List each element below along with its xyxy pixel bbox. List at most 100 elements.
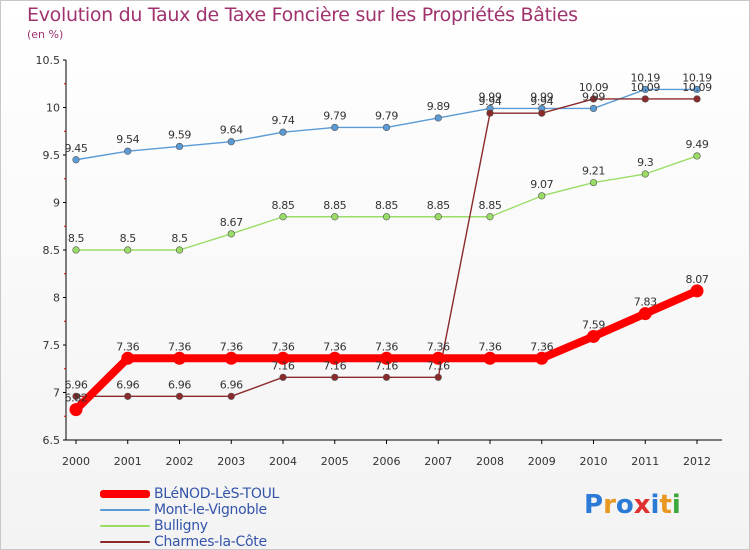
data-point bbox=[538, 109, 546, 117]
data-label: 9.64 bbox=[220, 124, 243, 137]
data-point bbox=[693, 95, 701, 103]
data-label: 9.94 bbox=[479, 95, 502, 108]
legend-item: Mont-le-Vignoble bbox=[100, 502, 279, 518]
legend-label: BLéNOD-LèS-TOUL bbox=[154, 486, 280, 502]
y-tick-label: 8 bbox=[53, 292, 60, 305]
data-label: 6.96 bbox=[65, 378, 88, 391]
data-label: 7.36 bbox=[479, 340, 502, 353]
data-label: 9.45 bbox=[65, 142, 88, 155]
data-label: 9.99 bbox=[530, 90, 553, 103]
data-point bbox=[589, 95, 598, 103]
data-label: 9.99 bbox=[479, 90, 502, 103]
logo-letter: r bbox=[603, 490, 616, 520]
x-tick-label: 2004 bbox=[269, 455, 297, 468]
data-point bbox=[331, 373, 339, 381]
x-tick-label: 2002 bbox=[166, 455, 194, 468]
data-label: 7.36 bbox=[323, 340, 346, 353]
data-point bbox=[486, 213, 494, 221]
data-point bbox=[175, 392, 184, 400]
data-point bbox=[483, 351, 497, 365]
data-label: 7.36 bbox=[530, 340, 553, 353]
data-point bbox=[380, 351, 393, 365]
logo-letter: t bbox=[659, 490, 672, 520]
data-label: 7.83 bbox=[634, 296, 657, 309]
data-label: 7.16 bbox=[272, 359, 295, 372]
data-point bbox=[227, 392, 235, 400]
data-label: 9.74 bbox=[272, 114, 295, 127]
data-point bbox=[124, 147, 132, 155]
data-point bbox=[69, 403, 83, 417]
data-label: 7.36 bbox=[272, 340, 295, 353]
data-point bbox=[279, 373, 287, 381]
legend-swatch bbox=[100, 490, 150, 498]
data-point bbox=[693, 85, 701, 94]
data-label: 10.19 bbox=[631, 71, 661, 84]
data-label: 7.36 bbox=[168, 340, 191, 353]
data-label: 6.96 bbox=[220, 378, 243, 391]
data-point bbox=[589, 178, 598, 187]
data-point bbox=[434, 213, 442, 221]
legend-label: Mont-le-Vignoble bbox=[154, 502, 267, 518]
logo-letter: i bbox=[671, 490, 681, 520]
x-tick-label: 2011 bbox=[631, 455, 659, 468]
data-label: 8.85 bbox=[323, 199, 346, 212]
x-tick-label: 2008 bbox=[476, 455, 504, 468]
data-point bbox=[227, 230, 235, 238]
data-point bbox=[72, 392, 80, 400]
data-label: 8.85 bbox=[479, 199, 502, 212]
legend-item: BLéNOD-LèS-TOUL bbox=[100, 486, 279, 502]
data-label: 6.82 bbox=[65, 392, 88, 405]
x-tick-label: 2010 bbox=[580, 455, 608, 468]
y-tick-label: 6.5 bbox=[43, 434, 61, 447]
data-label: 9.99 bbox=[582, 90, 605, 103]
data-point bbox=[382, 213, 391, 221]
x-tick-label: 2003 bbox=[217, 455, 245, 468]
data-label: 8.85 bbox=[375, 199, 398, 212]
data-label: 7.16 bbox=[427, 359, 450, 372]
data-label: 9.79 bbox=[375, 109, 398, 122]
logo-letter: P bbox=[584, 490, 604, 520]
data-point bbox=[587, 329, 600, 343]
data-point bbox=[693, 152, 701, 160]
legend-label: Charmes-la-Côte bbox=[154, 534, 267, 550]
x-tick-label: 2000 bbox=[62, 455, 90, 468]
legend-swatch bbox=[100, 541, 150, 543]
y-tick-label: 8.5 bbox=[43, 244, 61, 257]
data-label: 10.09 bbox=[682, 81, 712, 94]
data-label: 8.85 bbox=[427, 199, 450, 212]
data-point bbox=[173, 351, 186, 365]
data-point bbox=[641, 170, 649, 178]
data-label: 9.07 bbox=[530, 178, 553, 191]
data-point bbox=[279, 213, 287, 221]
data-point bbox=[175, 246, 184, 254]
data-point bbox=[224, 351, 238, 365]
x-tick-label: 2005 bbox=[321, 455, 349, 468]
data-point bbox=[382, 123, 391, 132]
data-point bbox=[72, 246, 80, 254]
data-label: 8.67 bbox=[220, 216, 243, 229]
data-label: 7.36 bbox=[220, 340, 243, 353]
data-point bbox=[175, 142, 184, 151]
data-label: 8.5 bbox=[68, 232, 85, 245]
x-tick-label: 2001 bbox=[114, 455, 142, 468]
data-label: 7.36 bbox=[116, 340, 139, 353]
data-label: 8.5 bbox=[171, 232, 188, 245]
data-label: 9.79 bbox=[323, 109, 346, 122]
data-label: 9.89 bbox=[427, 100, 450, 113]
data-label: 9.54 bbox=[116, 133, 139, 146]
y-tick-label: 9 bbox=[53, 197, 60, 210]
logo-letter: x bbox=[633, 490, 651, 520]
data-point bbox=[638, 307, 652, 321]
y-unit-label: (en %) bbox=[27, 28, 64, 41]
data-label: 9.59 bbox=[168, 128, 191, 141]
data-point bbox=[227, 138, 235, 146]
legend: BLéNOD-LèS-TOUL Mont-le-Vignoble Bullign… bbox=[100, 486, 279, 550]
legend-label: Bulligny bbox=[154, 518, 208, 534]
data-label: 9.3 bbox=[637, 156, 654, 169]
data-label: 9.94 bbox=[530, 95, 553, 108]
logo-letter: o bbox=[615, 490, 634, 520]
legend-item: Bulligny bbox=[100, 518, 279, 534]
data-point bbox=[589, 104, 598, 113]
